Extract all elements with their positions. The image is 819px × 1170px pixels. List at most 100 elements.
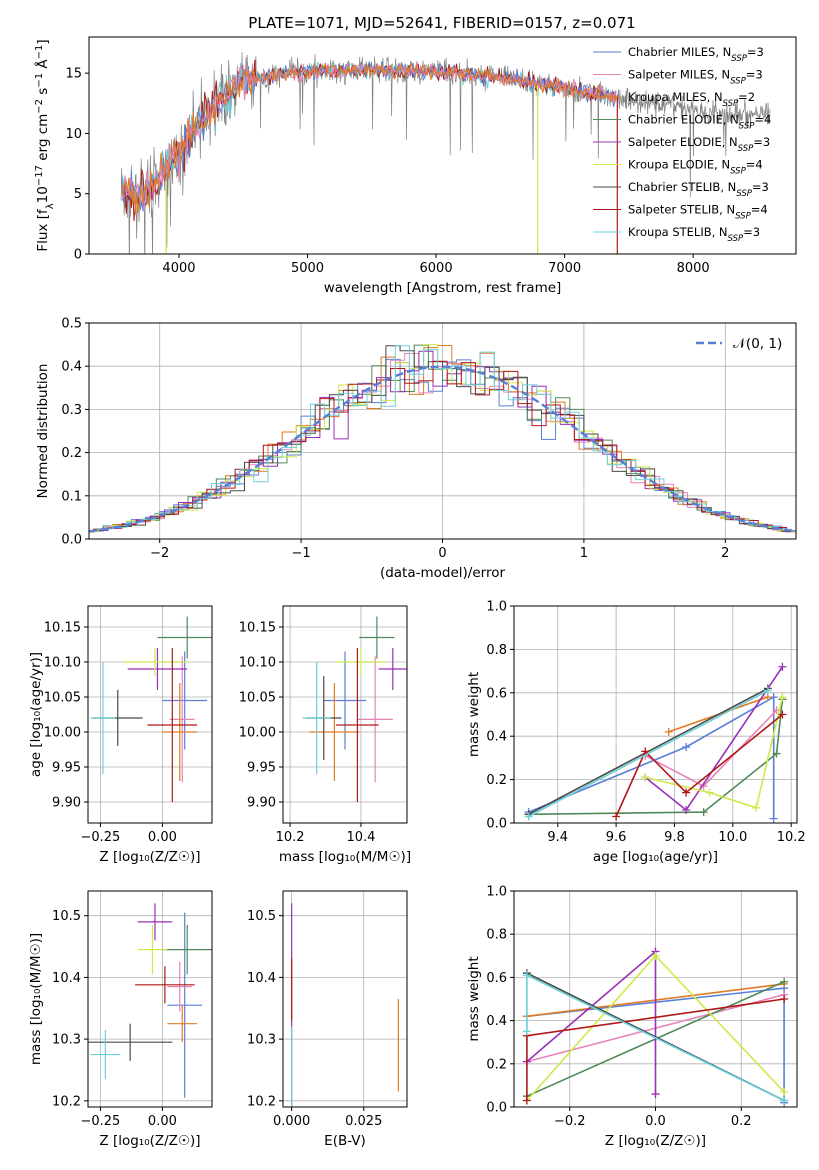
age_vs_mass-frame bbox=[282, 605, 408, 824]
x-axis-label: E(B-V) bbox=[324, 1133, 366, 1149]
weight_vs_Z-axes: −0.2 0.0 0.2 0.0 0.2 0.4 0.6 0.8 1.0 Z [log₁₀(Z/Z… bbox=[466, 885, 797, 1149]
x-axis-label: (data-model)/error bbox=[380, 565, 506, 581]
model-spectrum bbox=[122, 61, 617, 212]
weight-marker bbox=[651, 951, 660, 960]
x-tick-label: 0.00 bbox=[148, 830, 177, 845]
y-axis-label: age [log₁₀(age/yr)] bbox=[28, 652, 44, 777]
y-tick-label: 10.5 bbox=[52, 909, 81, 924]
weight-marker bbox=[641, 747, 650, 756]
y-tick-label: 10.4 bbox=[247, 971, 276, 986]
x-tick-label: 9.6 bbox=[606, 830, 627, 845]
spectrum-lines bbox=[120, 52, 771, 254]
weight-line bbox=[615, 713, 783, 817]
y-tick-label: 0.0 bbox=[61, 533, 82, 548]
y-tick-label: 10.00 bbox=[239, 726, 276, 741]
legend-label: 𝒩(0, 1) bbox=[733, 336, 782, 352]
x-tick-label: 7000 bbox=[548, 261, 581, 276]
weight-marker bbox=[778, 693, 787, 702]
legend-label: Salpeter ELODIE, NSSP=3 bbox=[628, 135, 770, 154]
weight-marker bbox=[780, 995, 789, 1003]
histogram-frame bbox=[88, 322, 797, 540]
y-tick-label: 0.8 bbox=[486, 643, 507, 658]
weight-marker bbox=[763, 686, 772, 695]
x-tick-label: 9.4 bbox=[547, 830, 568, 845]
x-tick-label: 8000 bbox=[677, 261, 710, 276]
mass_vs_Z-axes: −0.25 0.00 10.2 10.3 10.4 10.5 Z [log₁₀(Z/Z☉)]… bbox=[28, 891, 212, 1149]
observed-spectrum bbox=[120, 52, 771, 254]
figure-title: PLATE=1071, MJD=52641, FIBERID=0157, z=0… bbox=[248, 14, 635, 32]
weight-marker bbox=[778, 662, 787, 671]
y-tick-label: 9.90 bbox=[52, 796, 81, 811]
y-axis-label: mass [log₁₀(M/M☉)] bbox=[28, 933, 44, 1065]
y-tick-label: 0.4 bbox=[61, 360, 82, 375]
weight-line bbox=[645, 696, 784, 809]
y-tick-label: 0 bbox=[74, 248, 82, 263]
age_vs_Z-axes: −0.25 0.00 9.90 9.95 10.00 10.05 10.10 10.15 Z [… bbox=[28, 606, 212, 865]
y-tick-label: 9.95 bbox=[52, 761, 81, 776]
y-tick-label: 10.05 bbox=[239, 691, 276, 706]
spectrum-axes: 4000 5000 6000 7000 8000 0 5 10 15 wavelength [An… bbox=[65, 67, 709, 296]
y-tick-label: 1.0 bbox=[486, 600, 507, 615]
x-axis-label: Z [log₁₀(Z/Z☉)] bbox=[99, 849, 200, 865]
y-tick-label: 0.4 bbox=[486, 1014, 507, 1029]
weight-marker bbox=[682, 788, 691, 797]
weight-marker bbox=[780, 977, 789, 986]
y-axis-label: mass weight bbox=[466, 672, 482, 757]
y-tick-label: 0.4 bbox=[486, 730, 507, 745]
weight-marker bbox=[522, 1096, 531, 1105]
legend-label: Kroupa ELODIE, NSSP=4 bbox=[628, 158, 763, 177]
weight-marker bbox=[641, 773, 650, 782]
y-tick-label: 9.95 bbox=[247, 761, 276, 776]
y-tick-label: 10.15 bbox=[239, 621, 276, 636]
weight_vs_age-frame bbox=[513, 605, 798, 824]
age_vs_Z-points bbox=[90, 616, 212, 802]
x-tick-label: 10.0 bbox=[718, 830, 747, 845]
weight-line bbox=[528, 689, 769, 818]
x-tick-label: 4000 bbox=[162, 261, 195, 276]
x-tick-label: −2 bbox=[150, 546, 169, 561]
x-tick-label: 5000 bbox=[291, 261, 324, 276]
x-tick-label: −0.2 bbox=[554, 1114, 586, 1129]
y-tick-label: 10.5 bbox=[247, 909, 276, 924]
x-tick-label: 9.8 bbox=[664, 830, 685, 845]
legend-label: Salpeter MILES, NSSP=3 bbox=[628, 68, 763, 87]
weight-marker bbox=[752, 803, 761, 812]
weight-marker bbox=[651, 1090, 660, 1099]
x-tick-label: 0.025 bbox=[345, 1114, 382, 1129]
y-tick-label: 10.3 bbox=[52, 1033, 81, 1048]
weight-marker bbox=[699, 808, 708, 817]
age_vs_mass-axes: 10.2 10.4 9.90 9.95 10.00 10.05 10.10 10.15 mass… bbox=[239, 606, 411, 865]
weight-marker bbox=[682, 805, 691, 814]
y-tick-label: 10.10 bbox=[44, 656, 81, 671]
legend-label: Chabrier MILES, NSSP=3 bbox=[628, 45, 764, 64]
weight-marker bbox=[682, 743, 691, 752]
y-tick-label: 0.0 bbox=[486, 1101, 507, 1116]
weight-marker bbox=[524, 812, 533, 821]
y-tick-label: 10 bbox=[65, 127, 82, 142]
weight-marker bbox=[522, 971, 531, 980]
y-tick-label: 0.2 bbox=[486, 773, 507, 788]
weight-line bbox=[644, 666, 784, 812]
mass_vs_Z-points bbox=[88, 903, 212, 1098]
weight-marker bbox=[772, 749, 781, 758]
x-tick-label: −1 bbox=[292, 546, 311, 561]
x-tick-label: 0.00 bbox=[148, 1114, 177, 1129]
legend: Chabrier MILES, NSSP=3 Salpeter MILES, NS… bbox=[593, 45, 771, 244]
y-tick-label: 10.00 bbox=[44, 726, 81, 741]
weight-line bbox=[526, 949, 657, 1094]
weight_vs_Z-frame bbox=[513, 890, 798, 1108]
x-tick-label: 0.0 bbox=[645, 1114, 666, 1129]
y-tick-label: 10.10 bbox=[239, 656, 276, 671]
model-spectrum bbox=[121, 61, 617, 216]
x-tick-label: 10.2 bbox=[276, 830, 305, 845]
legend-label: Kroupa MILES, NSSP=2 bbox=[628, 90, 755, 109]
weight-marker bbox=[664, 727, 673, 736]
x-tick-label: 0 bbox=[438, 546, 446, 561]
y-axis-label: Normed distribution bbox=[35, 364, 51, 499]
x-tick-label: −0.25 bbox=[80, 1114, 120, 1129]
y-axis-label: mass weight bbox=[466, 956, 482, 1041]
y-tick-label: 5 bbox=[74, 187, 82, 202]
weight-marker bbox=[705, 788, 714, 797]
histograms bbox=[89, 344, 796, 534]
